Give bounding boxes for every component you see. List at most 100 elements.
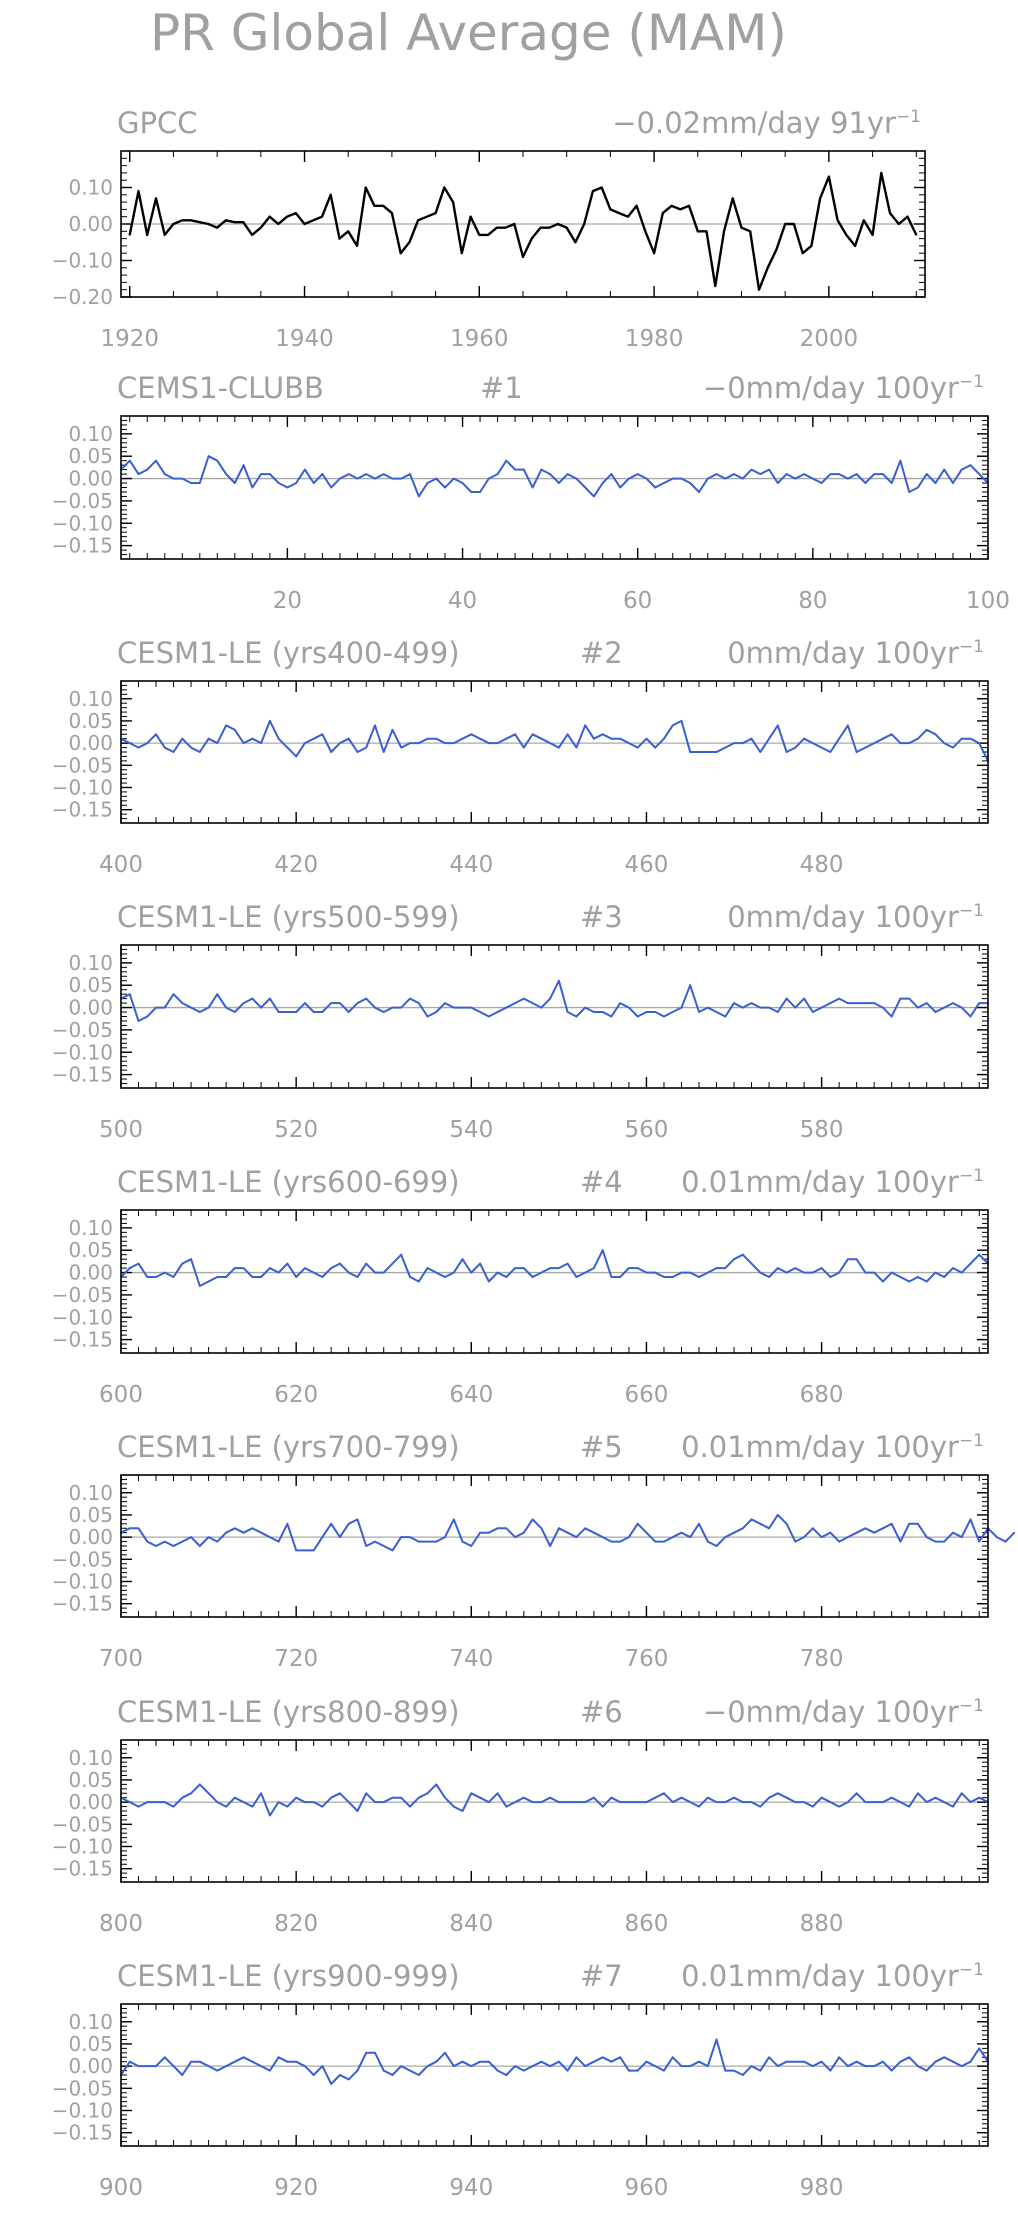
data-point: [391, 1796, 394, 1799]
data-point: [715, 2038, 718, 2041]
data-point: [776, 1267, 779, 1269]
panel-8: CESM1-LE (yrs900-999) #7 0.01mm/day 100yr−…: [52, 1959, 989, 2201]
x-tick-label: 1960: [450, 326, 509, 352]
data-point: [636, 746, 639, 749]
data-point: [628, 1267, 630, 1269]
data-point: [934, 482, 937, 484]
data-point: [190, 1006, 193, 1009]
data-point: [549, 742, 551, 744]
plot-frame: [120, 415, 989, 560]
data-point: [899, 742, 902, 744]
data-point: [680, 2065, 683, 2068]
data-point: [260, 1792, 262, 1795]
data-point: [628, 477, 630, 480]
data-point: [706, 1006, 709, 1009]
data-point: [435, 1271, 438, 1274]
y-tick-label: −0.10: [52, 1835, 113, 1859]
data-point: [470, 1271, 473, 1274]
data-point: [601, 1805, 604, 1808]
data-point: [391, 1006, 394, 1009]
data-point: [653, 252, 655, 255]
data-point: [855, 751, 858, 753]
data-point: [259, 226, 262, 229]
data-point: [496, 1792, 499, 1795]
data-point: [768, 2056, 770, 2059]
series-line: [128, 171, 918, 291]
data-point: [295, 755, 298, 758]
data-point: [784, 223, 787, 225]
data-point: [549, 1267, 551, 1269]
x-tick-label: 460: [625, 852, 669, 878]
y-tick-label: 0.00: [68, 996, 113, 1020]
data-point: [969, 2060, 972, 2063]
data-point: [636, 1801, 639, 1803]
data-point: [304, 1002, 306, 1004]
data-point: [733, 473, 735, 475]
data-point: [714, 285, 717, 287]
y-tick-label: −0.10: [52, 2099, 113, 2123]
data-point: [137, 2065, 140, 2068]
data-point: [540, 1006, 543, 1009]
data-point: [181, 737, 184, 740]
data-point: [233, 1527, 236, 1530]
y-tick-label: −0.10: [52, 1570, 113, 1594]
data-point: [146, 1276, 149, 1278]
data-point: [277, 1801, 280, 1803]
data-point: [943, 1276, 946, 1278]
data-point: [750, 1262, 753, 1265]
data-point: [618, 212, 620, 215]
data-point: [917, 1276, 919, 1278]
data-point: [339, 742, 341, 744]
data-point: [338, 237, 341, 240]
data-point: [952, 1002, 954, 1004]
data-point: [943, 1801, 946, 1803]
data-point: [242, 464, 245, 467]
data-point: [382, 1801, 385, 1803]
data-point: [190, 1536, 193, 1538]
panel-run-label: #7: [580, 1959, 623, 1993]
data-point: [312, 737, 315, 740]
data-point: [426, 1540, 429, 1543]
data-point: [435, 477, 438, 480]
data-point: [759, 1522, 762, 1525]
panel-5: CESM1-LE (yrs600-699) #4 0.01mm/day 100yr−…: [52, 1165, 989, 1408]
data-point: [689, 2065, 692, 2068]
data-point: [934, 1796, 937, 1799]
trend-label: 0mm/day 100yr−1: [727, 900, 984, 934]
panel-6: CESM1-LE (yrs700-799) #5 0.01mm/day 100yr−…: [52, 1430, 1016, 1672]
data-point: [978, 1796, 981, 1799]
data-point: [268, 215, 271, 218]
data-point: [628, 1006, 630, 1009]
data-point: [549, 997, 551, 1000]
data-point: [601, 1536, 604, 1538]
data-point: [163, 1801, 166, 1803]
data-point: [663, 1792, 665, 1795]
data-point: [374, 2051, 376, 2054]
panel-title: CEMS1-CLUBB: [117, 371, 324, 405]
data-point: [382, 1011, 385, 1013]
series-line: [120, 1249, 989, 1287]
data-point: [890, 1796, 893, 1799]
data-point: [724, 746, 727, 749]
data-point: [181, 1796, 184, 1799]
data-point: [233, 1796, 236, 1799]
data-point: [400, 477, 403, 480]
data-point: [794, 1267, 797, 1269]
y-tick-label: −0.15: [52, 1592, 113, 1616]
data-point: [749, 230, 752, 233]
data-point: [505, 1006, 508, 1009]
y-tick-label: −0.20: [52, 285, 113, 309]
data-point: [356, 1810, 359, 1812]
data-point: [496, 1011, 499, 1013]
data-point: [776, 724, 779, 727]
data-point: [304, 468, 306, 471]
data-point: [899, 459, 902, 462]
data-point: [575, 1536, 578, 1538]
data-point: [960, 737, 963, 740]
y-tick-label: −0.05: [52, 1283, 113, 1307]
data-point: [417, 219, 419, 222]
data-point: [890, 733, 893, 736]
data-point: [225, 219, 227, 222]
data-point: [715, 751, 718, 753]
